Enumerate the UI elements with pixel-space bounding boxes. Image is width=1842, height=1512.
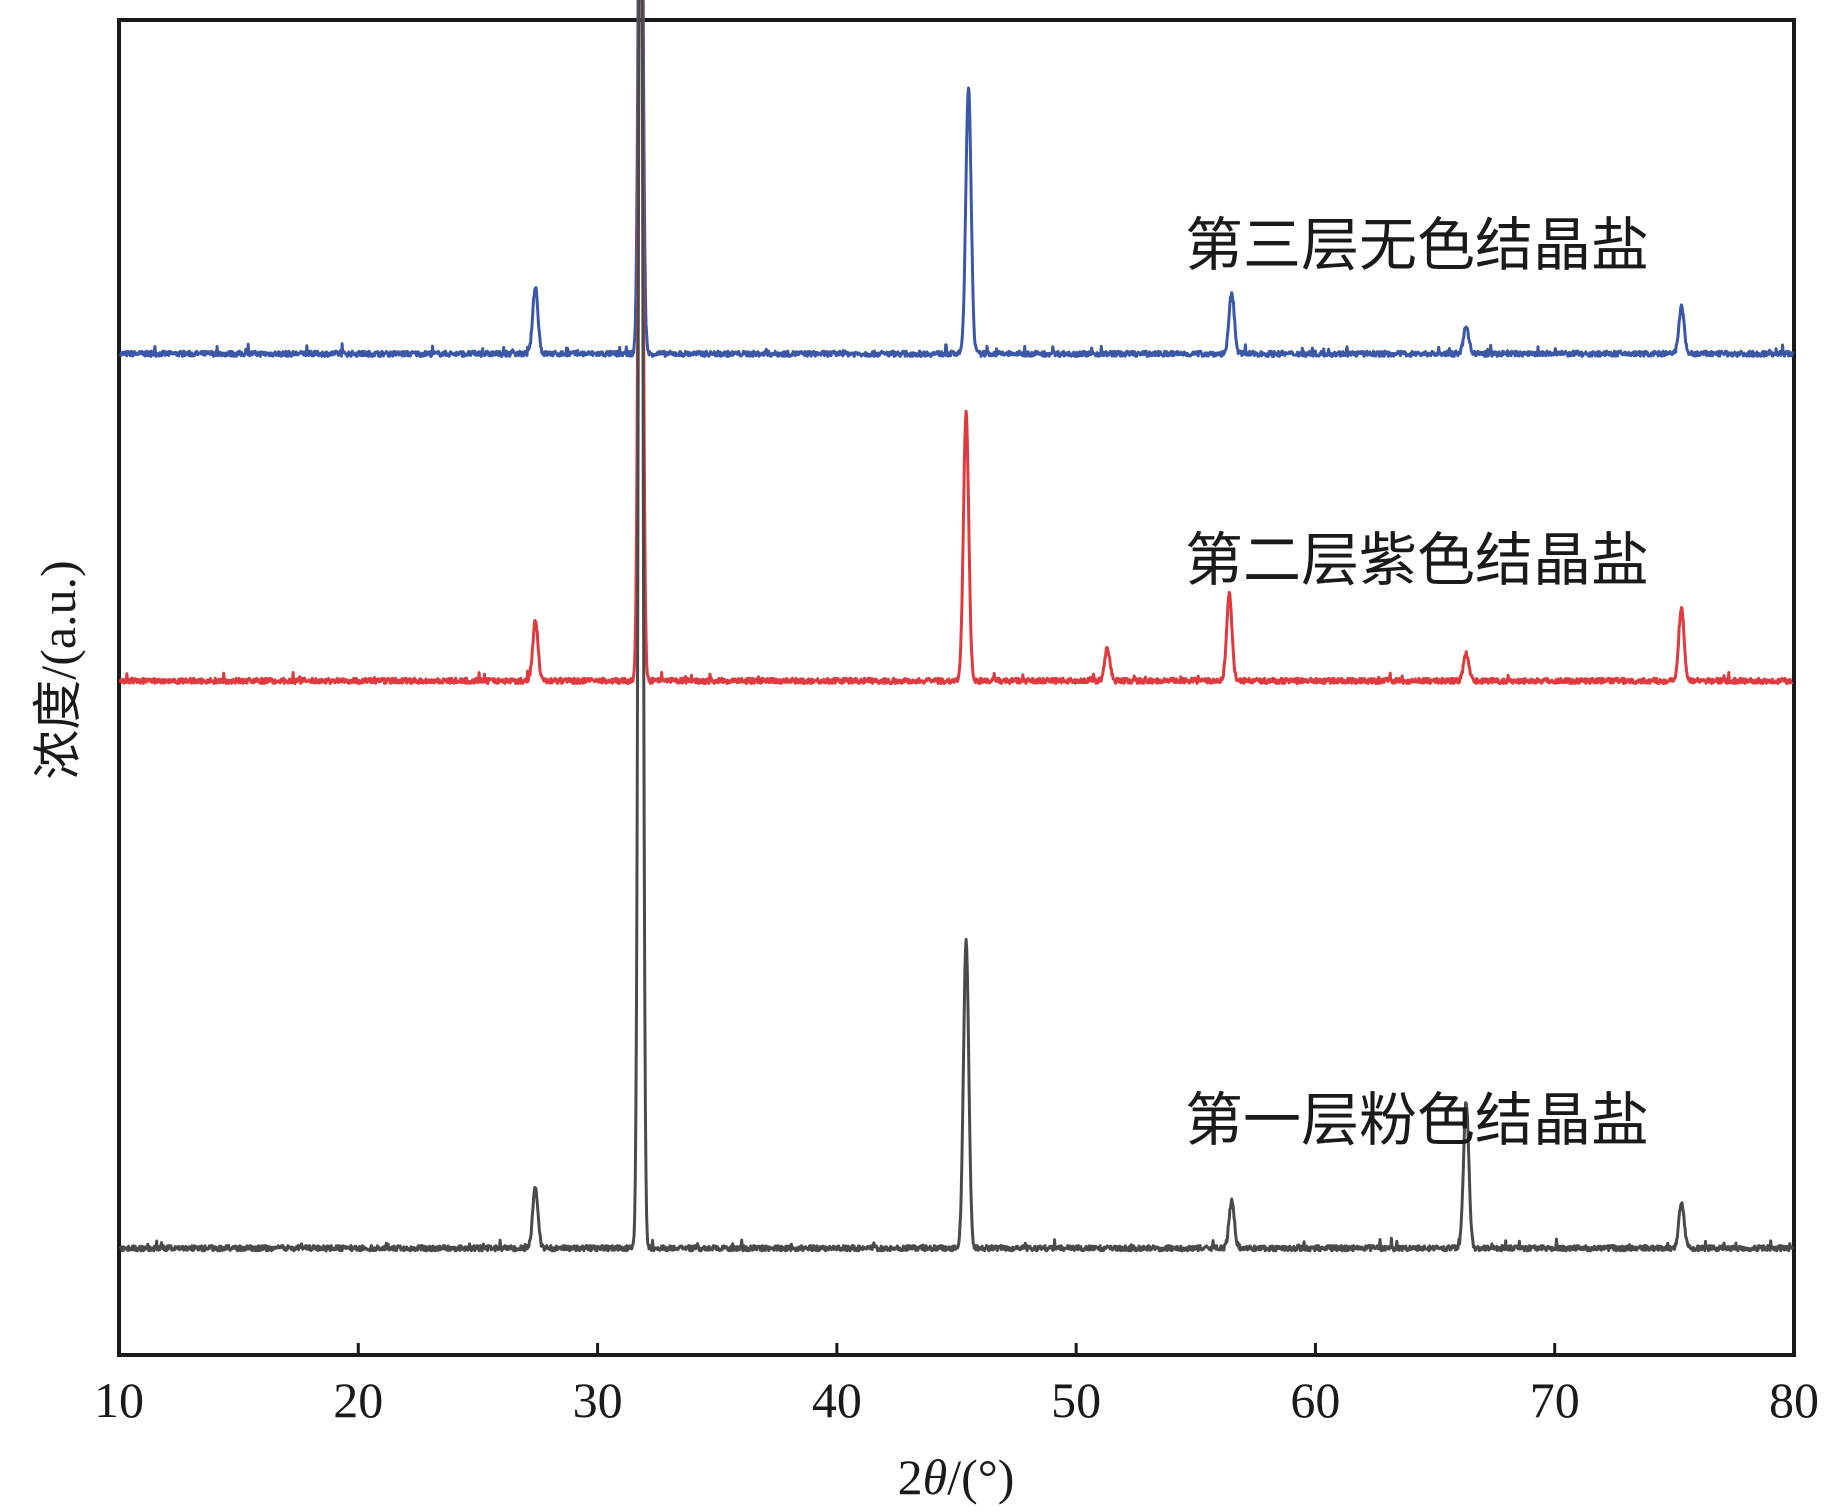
x-tick-label: 50 (1051, 1372, 1101, 1428)
x-tick-label: 40 (812, 1372, 862, 1428)
x-tick-label: 80 (1769, 1372, 1819, 1428)
series-line-3 (118, 0, 1794, 1253)
x-tick-label: 60 (1290, 1372, 1340, 1428)
x-tick-label: 10 (94, 1372, 144, 1428)
plot-frame (117, 18, 1796, 1357)
x-axis-label-prefix: 2 (898, 1449, 923, 1505)
x-ticks: 10 20 30 40 50 60 70 80 (94, 1343, 1819, 1428)
series-label-3: 第一层粉色结晶盐 (1185, 1086, 1649, 1154)
series-group (118, 0, 1795, 1253)
series-line-2 (118, 0, 1794, 685)
x-tick-label: 70 (1530, 1372, 1580, 1428)
series-line-1 (118, 0, 1795, 358)
y-axis-label: 浓度/(a.u.) (30, 560, 86, 779)
series-label-2: 第二层紫色结晶盐 (1185, 526, 1649, 594)
x-axis-label-var: θ (923, 1449, 948, 1505)
x-axis-label: 2θ/(°) (898, 1449, 1015, 1505)
x-axis-label-suffix: /(°) (947, 1449, 1014, 1505)
x-tick-label: 20 (333, 1372, 383, 1428)
x-tick-label: 30 (573, 1372, 623, 1428)
series-label-1: 第三层无色结晶盐 (1185, 211, 1649, 279)
